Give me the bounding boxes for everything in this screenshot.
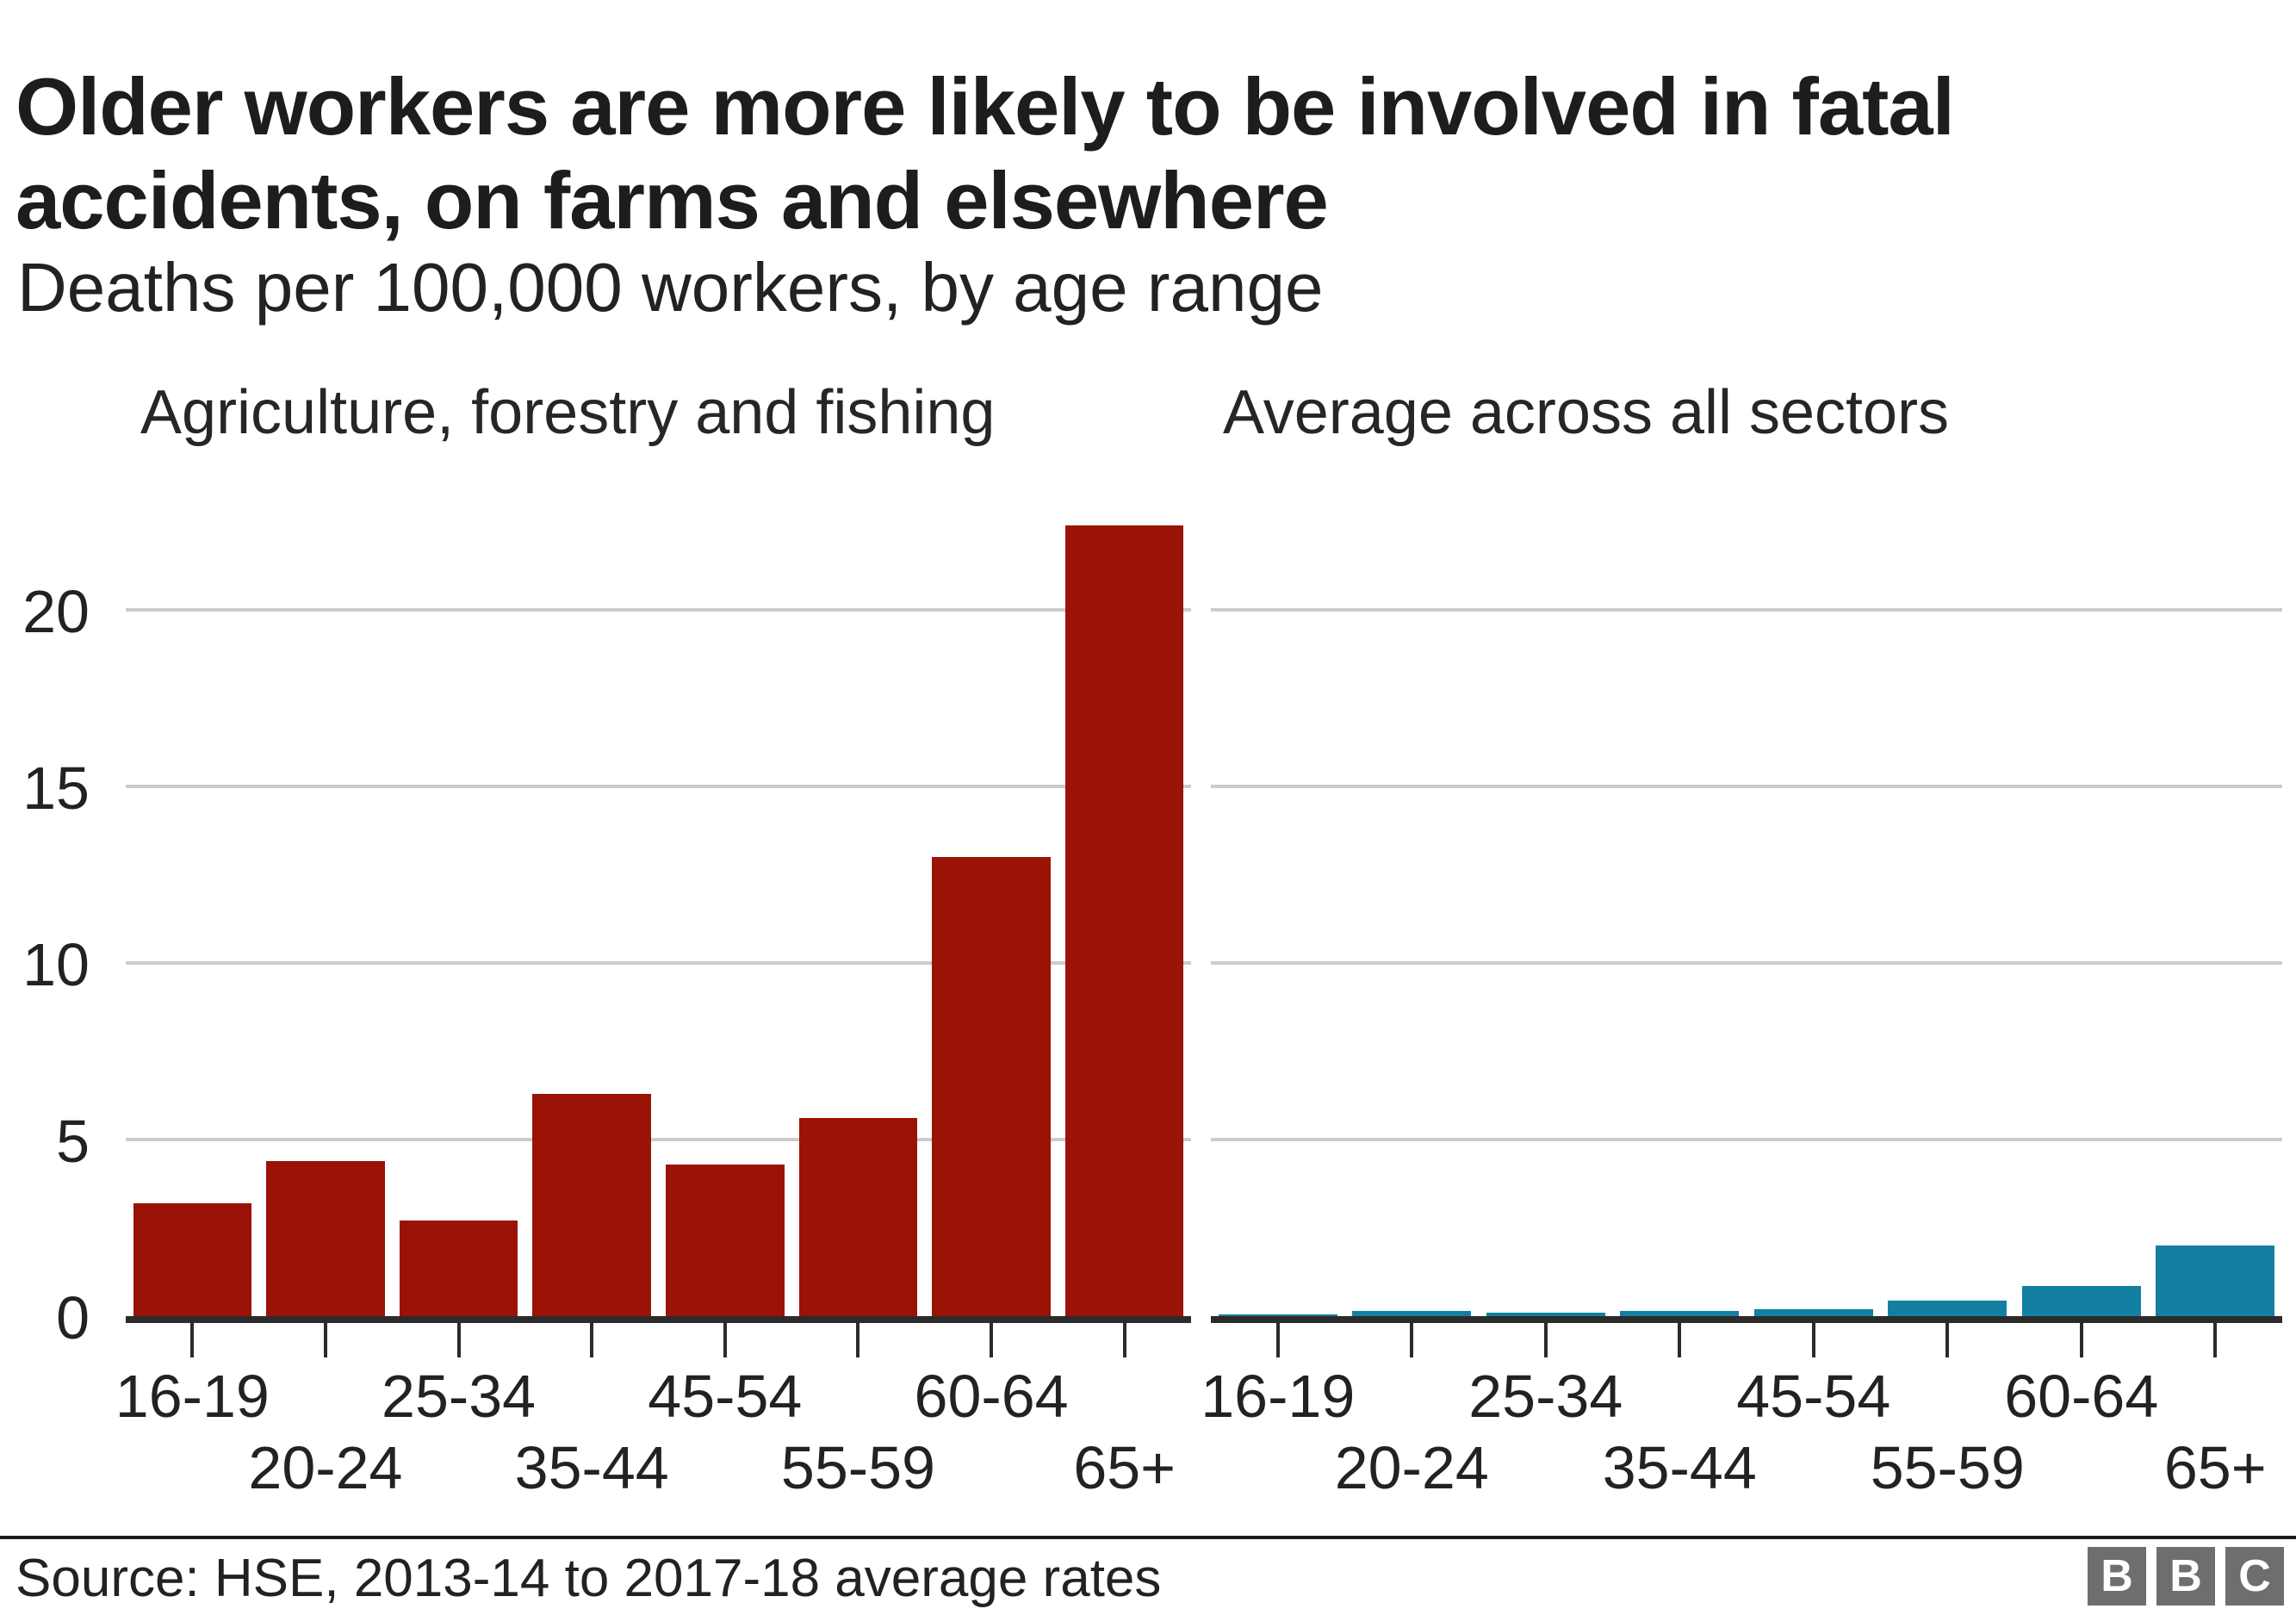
x-axis-label-20-24: 20-24 — [1334, 1434, 1489, 1501]
y-axis-label-10: 10 — [22, 931, 90, 998]
x-axis-label-55-59: 55-59 — [780, 1434, 935, 1501]
bar-45-54 — [1753, 1309, 1873, 1316]
y-axis-label-15: 15 — [22, 755, 90, 822]
bar-16-19 — [133, 1203, 252, 1316]
bar-slot-25-34 — [1479, 482, 1613, 1316]
plot-all-sectors — [1211, 482, 2282, 1323]
page-title: Older workers are more likely to be invo… — [16, 60, 1955, 245]
panel-label-all-sectors: Average across all sectors — [1223, 378, 1950, 447]
gridline-10 — [126, 961, 1191, 965]
x-axis-label-16-19: 16-19 — [115, 1363, 270, 1430]
bar-20-24 — [1352, 1311, 1472, 1316]
gridline-20 — [126, 608, 1191, 612]
bar-slot-45-54 — [659, 482, 792, 1316]
bbc-logo-square-1: B — [2088, 1547, 2146, 1606]
panel-label-agriculture: Agriculture, forestry and fishing — [140, 378, 996, 447]
x-tick-20-24 — [323, 1323, 327, 1357]
x-axis-label-25-34: 25-34 — [1468, 1363, 1623, 1430]
x-axis-label-45-54: 45-54 — [1736, 1363, 1891, 1430]
bar-45-54 — [666, 1165, 785, 1316]
x-axis-agriculture: 16-19 20-24 25-34 35-44 45-54 55-59 60-64 65+ — [115, 1323, 1191, 1513]
bar-slot-65+ — [2149, 482, 2283, 1316]
bar-25-34 — [399, 1221, 518, 1316]
x-axis-label-35-44: 35-44 — [1602, 1434, 1757, 1501]
bar-55-59 — [798, 1118, 918, 1316]
bar-slot-35-44 — [1613, 482, 1747, 1316]
x-tick-35-44 — [1678, 1323, 1682, 1357]
bar-55-59 — [1888, 1301, 2007, 1316]
x-axis-label-60-64: 60-64 — [914, 1363, 1069, 1430]
gridline-5 — [126, 1138, 1191, 1141]
bar-slot-60-64 — [2014, 482, 2149, 1316]
bar-slot-25-34 — [392, 482, 525, 1316]
gridline-15 — [1211, 785, 2282, 788]
x-tick-16-19 — [190, 1323, 195, 1357]
bar-16-19 — [1218, 1314, 1337, 1316]
x-tick-25-34 — [456, 1323, 461, 1357]
footer-divider — [0, 1536, 2296, 1539]
bar-65+ — [2156, 1245, 2275, 1316]
x-tick-55-59 — [1945, 1323, 1950, 1357]
x-tick-25-34 — [1543, 1323, 1548, 1357]
bbc-logo-letter-3: C — [2238, 1551, 2271, 1601]
bar-35-44 — [1620, 1311, 1740, 1316]
y-axis-label-20: 20 — [22, 578, 90, 645]
bar-35-44 — [532, 1094, 651, 1316]
x-axis-label-55-59: 55-59 — [1870, 1434, 2025, 1501]
x-axis-label-45-54: 45-54 — [648, 1363, 803, 1430]
gridline-10 — [1211, 961, 2282, 965]
bar-65+ — [1064, 525, 1184, 1316]
x-axis-label-65+: 65+ — [1073, 1434, 1176, 1501]
x-axis-label-25-34: 25-34 — [382, 1363, 537, 1430]
bars-group — [126, 482, 1191, 1316]
x-tick-60-64 — [2079, 1323, 2083, 1357]
x-tick-45-54 — [1811, 1323, 1815, 1357]
x-tick-65+ — [1122, 1323, 1126, 1357]
x-tick-65+ — [2213, 1323, 2218, 1357]
bbc-logo-square-3: C — [2225, 1547, 2284, 1606]
x-axis-label-20-24: 20-24 — [248, 1434, 403, 1501]
bar-slot-16-19 — [126, 482, 259, 1316]
gridline-15 — [126, 785, 1191, 788]
bar-slot-35-44 — [525, 482, 659, 1316]
x-tick-35-44 — [590, 1323, 594, 1357]
x-axis-label-65+: 65+ — [2163, 1434, 2267, 1501]
bbc-logo-letter-1: B — [2101, 1551, 2133, 1601]
bar-slot-45-54 — [1747, 482, 1881, 1316]
x-tick-20-24 — [1410, 1323, 1414, 1357]
chart-subtitle: Deaths per 100,000 workers, by age range — [17, 249, 1324, 326]
bar-slot-16-19 — [1211, 482, 1345, 1316]
x-axis-all-sectors: 16-19 20-24 25-34 35-44 45-54 55-59 60-64 65+ — [1201, 1323, 2282, 1513]
bar-slot-60-64 — [925, 482, 1058, 1316]
bar-60-64 — [2021, 1286, 2141, 1316]
bbc-logo-square-2: B — [2156, 1547, 2215, 1606]
y-axis-label-5: 5 — [56, 1108, 90, 1175]
x-tick-45-54 — [723, 1323, 727, 1357]
gridline-20 — [1211, 608, 2282, 612]
y-axis: 0 5 10 15 20 — [0, 482, 93, 1348]
bar-slot-65+ — [1058, 482, 1191, 1316]
bbc-logo-letter-2: B — [2169, 1551, 2202, 1601]
bar-60-64 — [932, 857, 1051, 1316]
x-axis-label-16-19: 16-19 — [1201, 1363, 1356, 1430]
gridline-5 — [1211, 1138, 2282, 1141]
bar-slot-55-59 — [1881, 482, 2015, 1316]
bar-25-34 — [1486, 1313, 1605, 1316]
plot-agriculture — [126, 482, 1191, 1323]
x-tick-55-59 — [856, 1323, 860, 1357]
bar-20-24 — [266, 1161, 385, 1316]
x-axis-label-35-44: 35-44 — [514, 1434, 669, 1501]
bar-slot-55-59 — [791, 482, 925, 1316]
y-axis-label-0: 0 — [56, 1284, 90, 1351]
source-credit: Source: HSE, 2013-14 to 2017-18 average … — [16, 1549, 1162, 1608]
x-axis-label-60-64: 60-64 — [2004, 1363, 2159, 1430]
x-tick-60-64 — [990, 1323, 994, 1357]
x-tick-16-19 — [1275, 1323, 1280, 1357]
bar-slot-20-24 — [259, 482, 393, 1316]
bars-group — [1211, 482, 2282, 1316]
bar-slot-20-24 — [1345, 482, 1480, 1316]
